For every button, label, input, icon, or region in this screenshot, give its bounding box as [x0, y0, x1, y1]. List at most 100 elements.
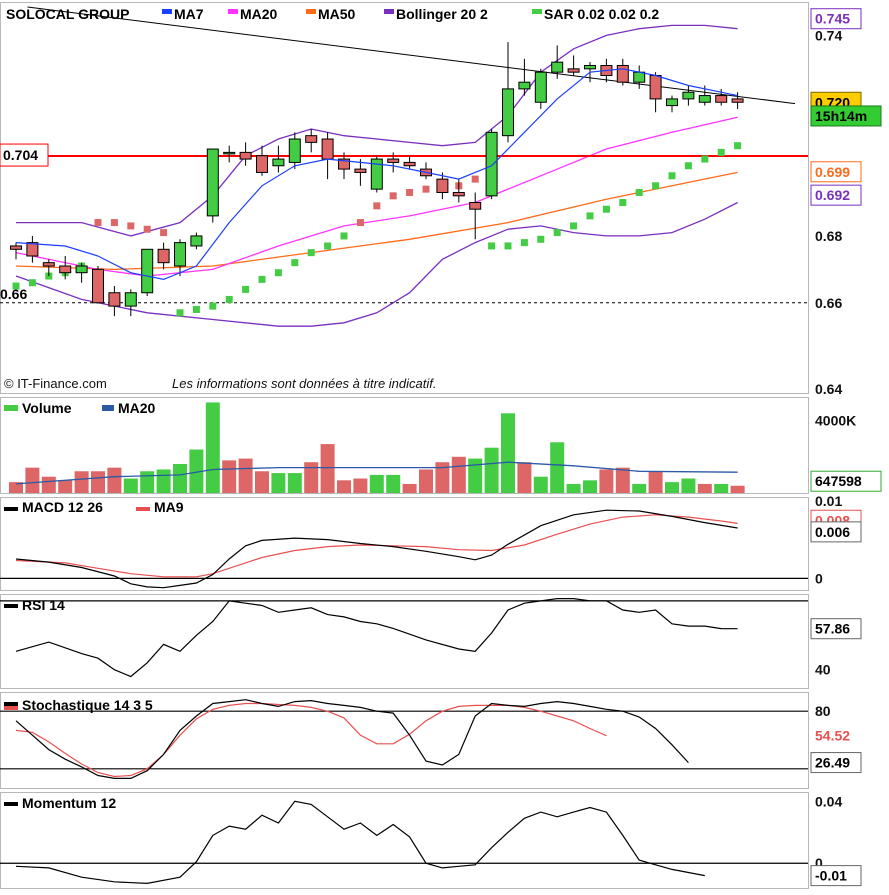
- volume-bar: [697, 483, 712, 493]
- sar-dot: [94, 219, 102, 227]
- credit-text: © IT-Finance.com: [4, 376, 107, 391]
- candle-body: [272, 158, 285, 167]
- legend-label: SOLOCAL GROUP: [6, 6, 129, 22]
- sar-dot: [717, 148, 725, 156]
- legend-label: MA7: [174, 6, 204, 22]
- volume-bar: [402, 483, 417, 493]
- candle-body: [485, 131, 498, 197]
- legend-swatch: [306, 9, 316, 14]
- value-label: 647598: [815, 473, 862, 489]
- volume-bar: [9, 482, 23, 493]
- volume-bar: [173, 464, 187, 493]
- volume-bar: [271, 473, 286, 493]
- trendline: [27, 6, 796, 105]
- legend-label: RSI 14: [22, 597, 65, 613]
- legend-swatch: [4, 604, 18, 608]
- volume-bar: [107, 467, 122, 493]
- ma7-line: [15, 68, 738, 281]
- legend-label: MA20: [240, 6, 278, 22]
- candle-body: [518, 81, 531, 90]
- sar-dot: [652, 182, 660, 190]
- candle-body: [321, 138, 334, 160]
- rsi-line: [15, 597, 738, 678]
- y-tick-label: 0.68: [815, 228, 842, 244]
- sar-dot: [488, 242, 496, 250]
- y-tick-label: 0.64: [815, 381, 842, 397]
- candle-body: [682, 91, 695, 100]
- sar-dot: [668, 172, 676, 180]
- legend-label: Stochastique 14 3 5: [22, 697, 153, 713]
- candle-body: [92, 268, 104, 304]
- sar-dot: [701, 155, 709, 163]
- value-label-box: [810, 618, 862, 640]
- sar-dot: [209, 302, 217, 310]
- momentum-line: [15, 800, 705, 885]
- volume-bar: [435, 462, 450, 493]
- legend-swatch: [228, 9, 238, 14]
- disclaimer-text: Les informations sont données à titre in…: [172, 376, 436, 391]
- volume-bar: [156, 469, 171, 493]
- ma20-line: [15, 116, 738, 277]
- sar-dot: [143, 225, 151, 233]
- stochastic-k-line: [15, 699, 689, 780]
- volume-bar: [353, 478, 368, 493]
- sar-dot: [110, 219, 118, 227]
- bollinger-upper-line: [16, 24, 738, 237]
- support-label: 0.704: [3, 147, 38, 163]
- legend-label: Volume: [22, 400, 72, 416]
- sar-dot: [553, 229, 561, 237]
- volume-bar: [599, 469, 614, 493]
- sar-dot: [192, 305, 200, 313]
- sar-dot: [520, 239, 528, 247]
- candle-body: [124, 292, 137, 307]
- candle-body: [256, 155, 268, 173]
- candle-body: [239, 151, 252, 160]
- candle-body: [10, 245, 22, 250]
- y-tick-label: 4000K: [815, 413, 856, 429]
- stochastic-d-line: [15, 702, 607, 778]
- volume-ma20-line: [15, 461, 738, 485]
- candle-body: [551, 61, 564, 73]
- volume-bar: [255, 471, 269, 493]
- sar-dot: [504, 242, 512, 250]
- candle-body: [108, 292, 121, 307]
- volume-bar: [140, 471, 155, 493]
- volume-bar: [386, 474, 401, 493]
- sar-dot: [389, 192, 397, 200]
- volume-bar: [566, 483, 581, 493]
- volume-bar: [74, 471, 89, 493]
- support-label-box: [0, 143, 49, 167]
- sar-dot: [537, 235, 545, 243]
- sar-dot: [258, 275, 266, 283]
- legend-swatch: [4, 706, 18, 710]
- candle-body: [502, 88, 514, 137]
- candle-body: [42, 262, 55, 267]
- sar-dot: [291, 259, 299, 267]
- volume-bar: [501, 413, 515, 493]
- volume-bar: [615, 467, 630, 493]
- candle-body: [666, 98, 678, 107]
- legend-label: SAR 0.02 0.02 0.2: [544, 6, 659, 22]
- legend-label: MA50: [318, 6, 356, 22]
- y-tick-label: 0.74: [815, 27, 842, 43]
- panel-frame-4: [0, 692, 809, 789]
- sar-dot: [324, 242, 332, 250]
- candle-body: [584, 64, 596, 70]
- sar-dot: [12, 282, 20, 290]
- candle-body: [698, 95, 711, 103]
- sar-dot: [242, 285, 250, 293]
- volume-bar: [681, 478, 696, 493]
- value-label-box: [810, 184, 862, 206]
- candle-body: [633, 71, 646, 83]
- value-label: 0.745: [815, 11, 850, 27]
- value-label-box: [810, 470, 882, 492]
- candle-body: [223, 151, 236, 155]
- sar-dot: [619, 199, 627, 207]
- volume-bar: [648, 471, 663, 493]
- candle-body: [387, 158, 400, 163]
- sar-dot: [373, 202, 381, 210]
- macd-signal-line: [15, 514, 738, 578]
- volume-bar: [337, 480, 351, 493]
- volume-bar: [484, 447, 499, 493]
- macd-line: [15, 509, 738, 589]
